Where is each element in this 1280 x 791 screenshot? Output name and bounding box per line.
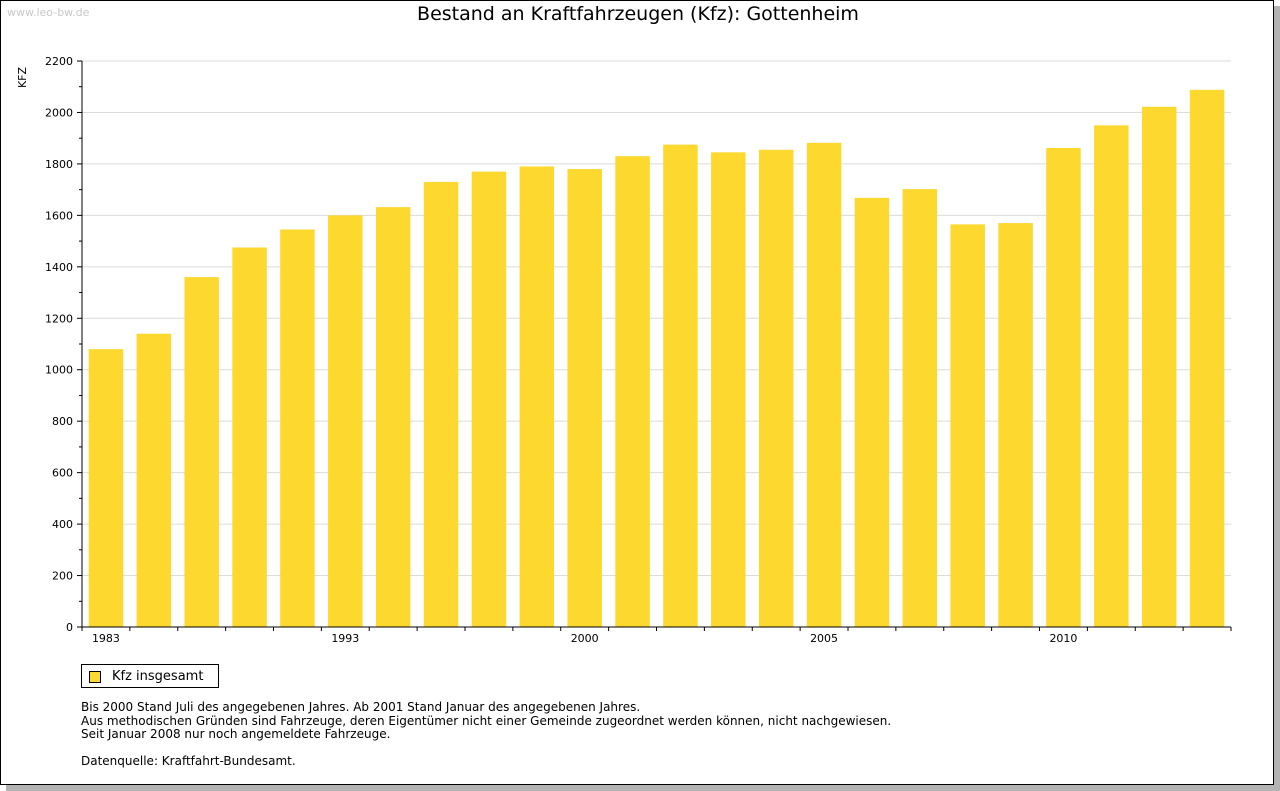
bar <box>88 349 124 627</box>
bar <box>471 171 507 628</box>
bar <box>1189 89 1225 627</box>
bar <box>950 224 985 628</box>
legend-label: Kfz insgesamt <box>112 669 204 684</box>
footnote-1: Bis 2000 Stand Juli des angegebenen Jahr… <box>81 700 641 714</box>
data-source: Datenquelle: Kraftfahrt-Bundesamt. <box>81 754 296 768</box>
bar <box>854 197 890 628</box>
y-tick-label: 1200 <box>45 312 73 325</box>
legend-swatch <box>89 671 101 683</box>
bar <box>280 229 315 627</box>
bar <box>1141 106 1177 627</box>
bar <box>423 181 459 627</box>
bar <box>328 215 363 627</box>
bar <box>232 247 267 628</box>
x-tick-label: 1993 <box>331 632 359 645</box>
y-tick-label: 600 <box>52 467 73 480</box>
x-tick-label: 2010 <box>1049 632 1077 645</box>
footnote-2: Aus methodischen Gründen sind Fahrzeuge,… <box>81 713 892 728</box>
bar <box>711 152 746 627</box>
legend: Kfz insgesamt <box>81 664 219 688</box>
y-tick-label: 400 <box>52 518 73 531</box>
bar <box>184 277 219 627</box>
bar <box>1046 147 1081 627</box>
bar <box>663 144 698 627</box>
chart-title: Bestand an Kraftfahrzeugen (Kfz): Gotten… <box>417 3 859 25</box>
footnotes: Bis 2000 Stand Juli des angegebenen Jahr… <box>81 700 892 742</box>
y-tick-label: 1600 <box>45 209 73 222</box>
bar <box>136 333 172 627</box>
y-tick-label: 1400 <box>45 261 73 274</box>
bar <box>375 207 411 627</box>
y-tick-label: 2000 <box>45 106 73 119</box>
bar-chart: 0 200 400 600 800 1000 1200 1400 1600 1800 2000 220… <box>45 55 1232 645</box>
y-tick-label: 1800 <box>45 158 73 171</box>
bar <box>902 189 938 627</box>
y-tick-label: 200 <box>52 570 73 583</box>
x-tick-label: 2000 <box>571 632 599 645</box>
bar <box>806 142 842 627</box>
y-tick-label: 2200 <box>45 55 73 68</box>
bar <box>758 149 794 627</box>
y-tick-label: 800 <box>52 415 73 428</box>
bar <box>567 169 602 627</box>
bar <box>998 223 1033 627</box>
watermark: www.leo-bw.de <box>7 6 90 19</box>
x-tick-label: 2005 <box>810 632 838 645</box>
x-tick-label: 1983 <box>92 632 120 645</box>
y-tick-label: 1000 <box>45 364 73 377</box>
bar <box>615 156 650 627</box>
y-tick-label: 0 <box>66 621 73 634</box>
bar <box>519 166 555 627</box>
bar <box>1094 125 1129 628</box>
footnote-3: Seit Januar 2008 nur noch angemeldete Fa… <box>81 727 391 741</box>
